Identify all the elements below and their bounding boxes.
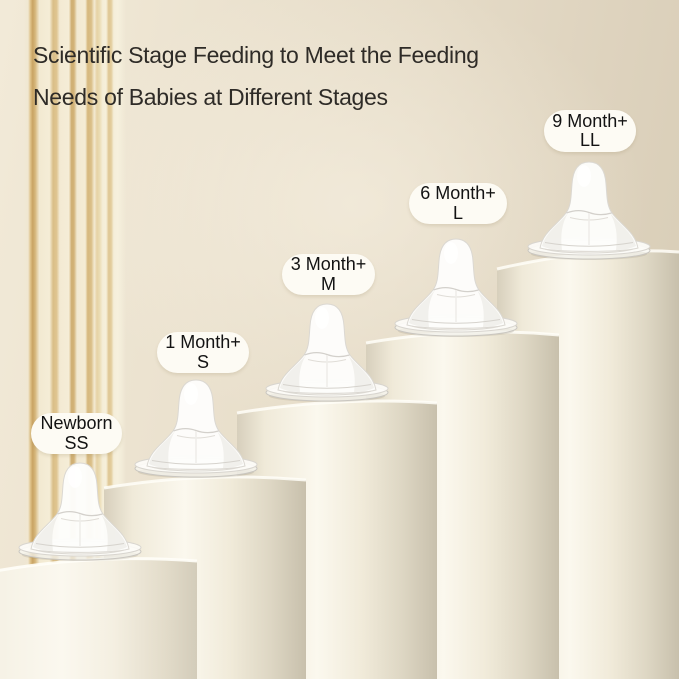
stage-label-age: 9 Month+	[552, 110, 628, 131]
stage-label-age: 3 Month+	[290, 254, 367, 274]
stage-label-6-month: 6 Month+ L	[409, 183, 507, 224]
stage-label-size: LL	[579, 130, 601, 150]
stage-label-3-month: 3 Month+ M	[282, 254, 375, 295]
pedestal-stairs	[0, 249, 679, 679]
stage-label-newborn: Newborn SS	[31, 413, 122, 454]
stage-label-size: M	[321, 273, 336, 294]
page-title: Scientific Stage Feeding to Meet the Fee…	[33, 34, 593, 118]
stage-label-age: 1 Month+	[165, 332, 241, 352]
pedestal-1	[0, 557, 198, 679]
stage-label-size: L	[452, 202, 463, 223]
stage-label-age: 6 Month+	[420, 183, 496, 203]
title-line-2: Needs of Babies at Different Stages	[33, 84, 388, 110]
stage-label-9-month: 9 Month+ LL	[544, 110, 636, 152]
nipple-9-month-ll	[527, 161, 651, 261]
title-line-1: Scientific Stage Feeding to Meet the Fee…	[33, 42, 479, 68]
stage-label-size: S	[196, 351, 209, 372]
stage-label-1-month: 1 Month+ S	[157, 332, 249, 373]
stage-label-size: SS	[64, 432, 89, 453]
stage-label-age: Newborn	[40, 413, 113, 433]
